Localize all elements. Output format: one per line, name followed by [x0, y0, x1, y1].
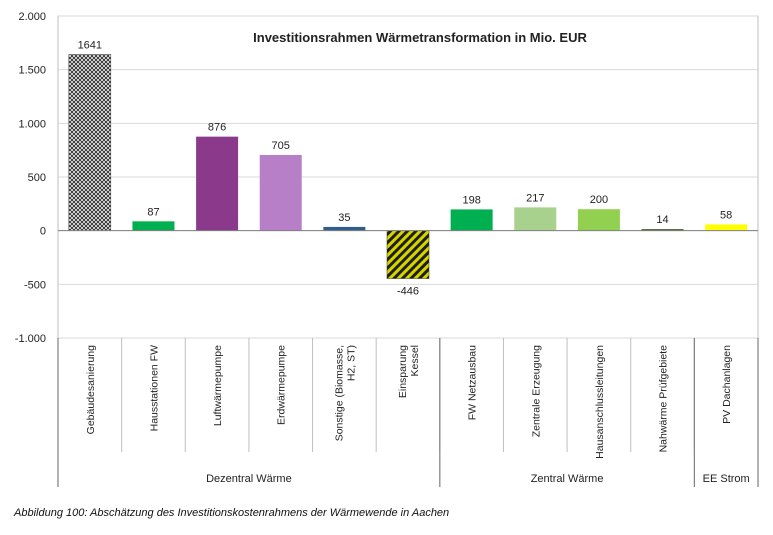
- bar: [323, 226, 366, 231]
- group-label: EE Strom: [703, 473, 750, 485]
- data-label: 200: [590, 194, 608, 206]
- bars: 1641 87 876 705 35 -446 198 217 200 14 58: [68, 40, 748, 298]
- group-label: Dezentral Wärme: [206, 473, 292, 485]
- category-label: FW Netzausbau: [467, 345, 479, 420]
- bar: [259, 154, 302, 231]
- bar: [641, 229, 684, 231]
- y-tick-label: 1.500: [18, 65, 46, 77]
- data-label: 35: [338, 212, 350, 224]
- category-label: Zentrale Erzeugung: [530, 345, 542, 437]
- category-label: PV Dachanlagen: [721, 345, 733, 424]
- bar: [705, 224, 748, 231]
- category-label: Hausstationen FW: [148, 345, 160, 431]
- data-label: 705: [272, 140, 290, 152]
- category-label: Sonstige (Biomasse,: [333, 345, 345, 441]
- category-label: Luftwärmepumpe: [212, 345, 224, 426]
- figure-caption: Abbildung 100: Abschätzung des Investiti…: [14, 507, 450, 519]
- data-label: 14: [656, 214, 668, 226]
- y-tick-label: 1.000: [18, 118, 46, 130]
- bar: [132, 221, 175, 231]
- category-label: Hausanschlussleitungen: [594, 345, 606, 459]
- bar: [450, 209, 493, 231]
- data-label: 1641: [78, 40, 102, 52]
- chart-title: Investitionsrahmen Wärmetransformation i…: [253, 30, 587, 45]
- category-label: H2, ST): [345, 345, 357, 381]
- group-label: Zentral Wärme: [531, 473, 604, 485]
- y-tick-label: 0: [40, 226, 46, 238]
- category-label: Nahwärme Prüfgebiete: [658, 345, 670, 453]
- bar: [196, 136, 239, 231]
- y-tick-label: 500: [28, 172, 46, 184]
- y-tick-label: 2.000: [18, 11, 46, 23]
- bar: [514, 207, 557, 231]
- data-label: 217: [526, 192, 544, 204]
- axes: 2.000 1.500 1.000 500 0 -500 -1.000 Gebäudesani…: [15, 11, 759, 487]
- y-tick-label: -500: [24, 279, 46, 291]
- bar-chart: 1641 87 876 705 35 -446 198 217 200 14 58 2.000 1.5…: [15, 11, 759, 487]
- category-label: Einsparung: [397, 345, 409, 398]
- bar: [386, 230, 430, 279]
- category-label: Gebäudesanierung: [85, 345, 97, 434]
- category-label: Kessel: [409, 345, 421, 377]
- bar: [68, 54, 112, 231]
- data-label: 58: [720, 209, 732, 221]
- data-label: 198: [462, 194, 480, 206]
- category-label: Erdwärmepumpe: [276, 345, 288, 425]
- bar: [577, 209, 620, 231]
- data-label: -446: [397, 286, 419, 298]
- data-label: 87: [147, 206, 159, 218]
- data-label: 876: [208, 122, 226, 134]
- y-tick-label: -1.000: [15, 333, 46, 345]
